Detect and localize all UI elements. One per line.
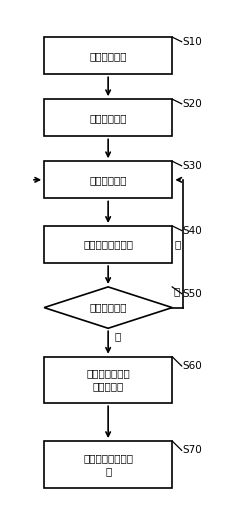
Text: 磨牙次数、时长记
录: 磨牙次数、时长记 录 [83,453,133,476]
Text: 否: 否 [174,240,181,250]
Text: S60: S60 [183,361,203,371]
Text: S10: S10 [183,37,203,47]
Text: 进行声音模式识别: 进行声音模式识别 [83,240,133,250]
Text: S30: S30 [183,161,203,171]
Text: 进入睡眠状态: 进入睡眠状态 [89,50,127,61]
Text: 实时声音采集: 实时声音采集 [89,175,127,185]
FancyBboxPatch shape [44,441,172,488]
Text: S20: S20 [183,99,203,109]
Text: 开启声音检测: 开启声音检测 [89,113,127,123]
FancyBboxPatch shape [44,37,172,74]
Text: S70: S70 [183,445,203,456]
Text: 磨牙声音分贝检
测，并记录: 磨牙声音分贝检 测，并记录 [86,368,130,392]
FancyBboxPatch shape [44,161,172,199]
Text: 是: 是 [114,332,121,342]
Polygon shape [44,287,172,328]
FancyBboxPatch shape [44,99,172,136]
Text: S40: S40 [183,226,203,236]
Text: 检测磨牙声音: 检测磨牙声音 [89,303,127,313]
Text: 否: 否 [173,287,180,296]
FancyBboxPatch shape [44,226,172,263]
FancyBboxPatch shape [44,357,172,404]
Text: S50: S50 [183,289,203,298]
